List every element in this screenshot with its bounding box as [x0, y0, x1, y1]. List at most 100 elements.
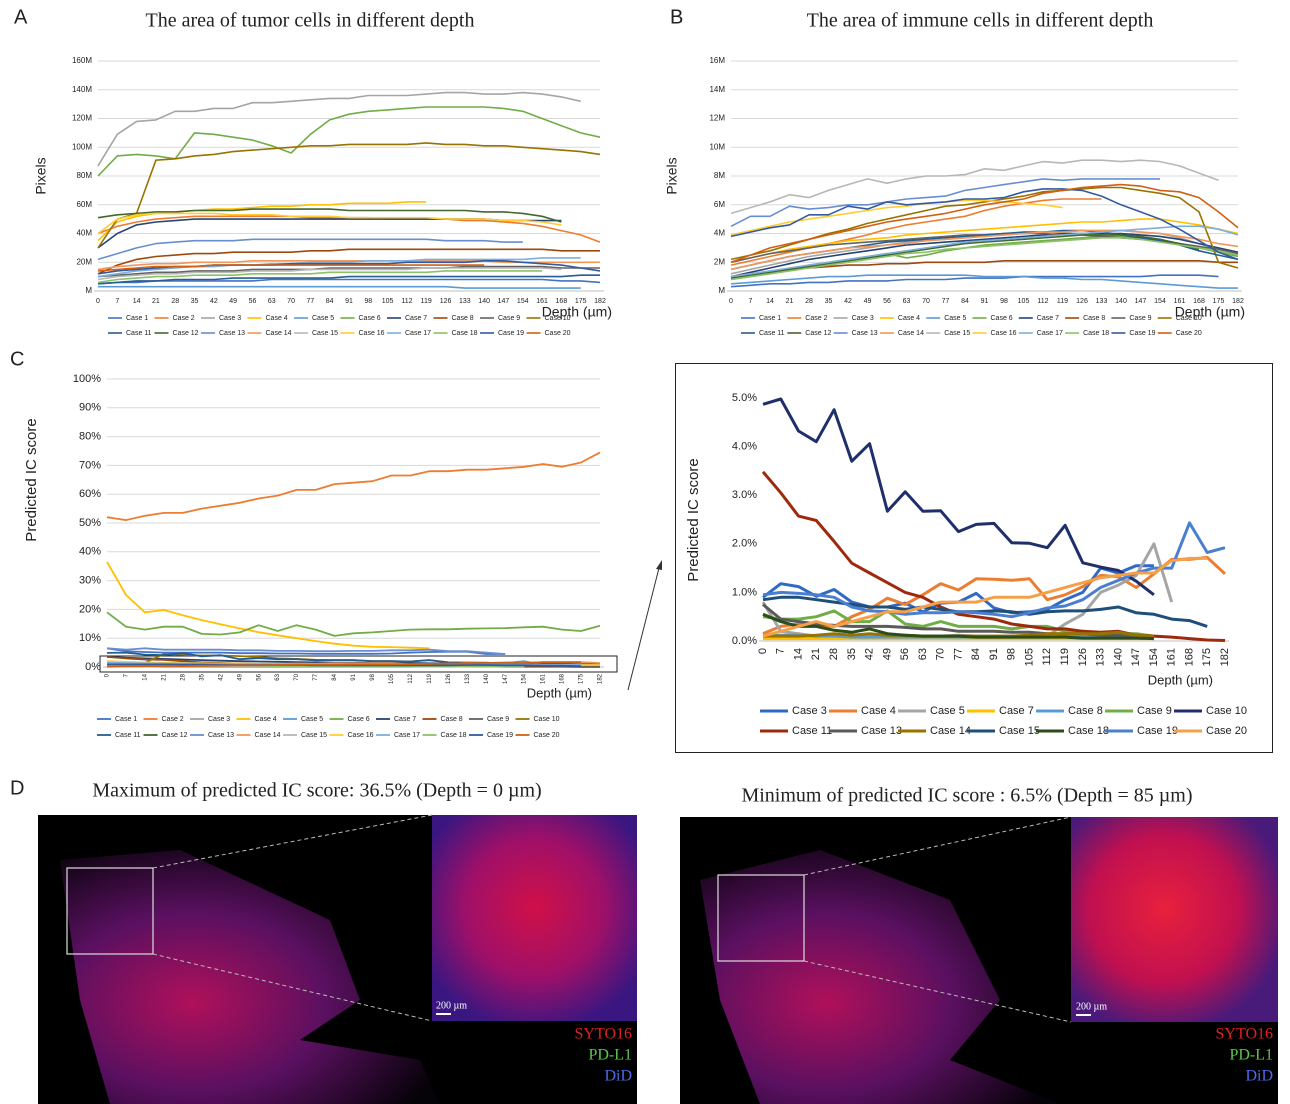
legend-label: Case 17 [405, 330, 431, 337]
x-tick-label: 154 [1154, 298, 1166, 305]
series-line [97, 265, 600, 278]
chart: M 20M 40M 60M 80M 100M 120M 140M 160M 0 7 14 21 28 35 4… [33, 10, 612, 337]
x-tick-label: 7 [124, 673, 130, 677]
legend-label: Case 8 [1068, 705, 1103, 717]
y-tick-label: 60% [79, 488, 101, 500]
legend-label: Case 19 [487, 732, 513, 739]
legend-label: Case 7 [1037, 315, 1059, 322]
legend-label: Case 8 [441, 716, 463, 723]
x-tick-label: 154 [1148, 648, 1160, 666]
legend-label: Case 15 [301, 732, 327, 739]
x-tick-label: 105 [382, 298, 394, 305]
legend-label: Case 5 [930, 705, 965, 717]
y-tick-label: 2.0% [732, 538, 757, 550]
channel-label: PD-L1 [1229, 1047, 1273, 1064]
x-tick-label: 63 [268, 298, 276, 305]
y-tick-label: 30% [79, 575, 101, 587]
x-tick-label: 140 [1112, 648, 1124, 666]
series-line [730, 232, 1239, 278]
series-line [97, 208, 562, 223]
legend-label: Case 15 [944, 330, 970, 337]
x-tick-label: 28 [171, 298, 179, 305]
legend-label: Case 4 [898, 315, 920, 322]
y-tick-label: 4M [714, 229, 725, 238]
roi-box [66, 867, 154, 955]
x-tick-label: 42 [218, 673, 224, 680]
series-line [97, 274, 600, 285]
legend-label: Case 9 [487, 716, 509, 723]
x-tick-label: 105 [389, 673, 395, 684]
x-tick-label: 182 [598, 673, 604, 684]
y-tick-label: 3.0% [732, 489, 757, 501]
x-tick-label: 56 [249, 298, 257, 305]
legend-label: Case 5 [301, 716, 323, 723]
y-tick-label: 70% [79, 459, 101, 471]
panel-letter: B [670, 6, 683, 28]
y-tick-label: 8M [714, 171, 725, 180]
x-tick-label: 133 [1096, 298, 1108, 305]
legend-label: Case 8 [1083, 315, 1105, 322]
x-tick-label: 175 [575, 298, 587, 305]
x-tick-label: 70 [294, 673, 300, 680]
x-axis-label: Depth (µm) [1148, 672, 1213, 687]
y-axis-label: Pixels [664, 157, 680, 194]
legend-label: Case 2 [173, 315, 195, 322]
x-tick-label: 133 [465, 673, 471, 684]
legend-label: Case 6 [348, 716, 370, 723]
x-tick-label: 98 [1006, 648, 1018, 660]
legend-label: Case 3 [852, 315, 874, 322]
x-tick-label: 182 [1232, 298, 1244, 305]
x-tick-label: 0 [105, 673, 111, 677]
x-axis-label: Depth (µm) [1175, 304, 1245, 320]
y-tick-label: 80M [76, 171, 92, 180]
x-tick-label: 56 [899, 648, 911, 660]
series-line [106, 651, 525, 665]
x-tick-label: 84 [961, 298, 969, 305]
x-tick-label: 21 [786, 298, 794, 305]
x-tick-label: 161 [541, 673, 547, 684]
chart-title: The area of tumor cells in different dep… [146, 10, 475, 32]
legend-label: Case 9 [498, 315, 520, 322]
x-tick-label: 49 [881, 648, 893, 660]
y-tick-label: 80% [79, 431, 101, 443]
x-tick-label: 147 [1135, 298, 1147, 305]
series-line [762, 556, 1208, 638]
x-tick-label: 126 [1076, 298, 1088, 305]
series-line [762, 521, 1226, 619]
x-tick-label: 154 [517, 298, 529, 305]
series-line [730, 183, 1239, 264]
series-line [106, 451, 601, 521]
x-tick-label: 182 [1219, 648, 1231, 666]
zoom-arrow [627, 567, 660, 691]
legend-label: Case 11 [759, 330, 785, 337]
x-tick-label: 147 [498, 298, 510, 305]
x-tick-label: 21 [161, 673, 167, 680]
x-tick-label: 14 [133, 298, 141, 305]
y-tick-label: 40% [79, 546, 101, 558]
x-tick-label: 56 [883, 298, 891, 305]
series-line [98, 285, 581, 289]
roi-box [717, 874, 805, 962]
series-line [97, 238, 523, 261]
legend-label: Case 15 [999, 725, 1040, 737]
x-tick-label: 133 [459, 298, 471, 305]
x-tick-label: 77 [942, 298, 950, 305]
scale-label: 200 µm [436, 1000, 467, 1011]
x-tick-label: 91 [351, 673, 357, 680]
channel-label: DiD [604, 1068, 632, 1085]
series-line [106, 561, 430, 650]
legend-label: Case 19 [1129, 330, 1155, 337]
x-tick-label: 112 [1037, 298, 1048, 305]
x-tick-label: 77 [952, 648, 964, 660]
legend-label: Case 4 [861, 705, 896, 717]
y-tick-label: 140M [72, 85, 92, 94]
y-tick-label: 4.0% [732, 441, 757, 453]
y-tick-label: 160M [72, 56, 92, 65]
panel-letter: A [14, 6, 28, 28]
legend-label: Case 11 [115, 732, 141, 739]
y-tick-label: 100M [72, 142, 92, 151]
legend-label: Case 4 [266, 315, 288, 322]
series-line [762, 595, 1208, 628]
legend-label: Case 11 [792, 725, 832, 737]
legend-label: Case 20 [545, 330, 571, 337]
